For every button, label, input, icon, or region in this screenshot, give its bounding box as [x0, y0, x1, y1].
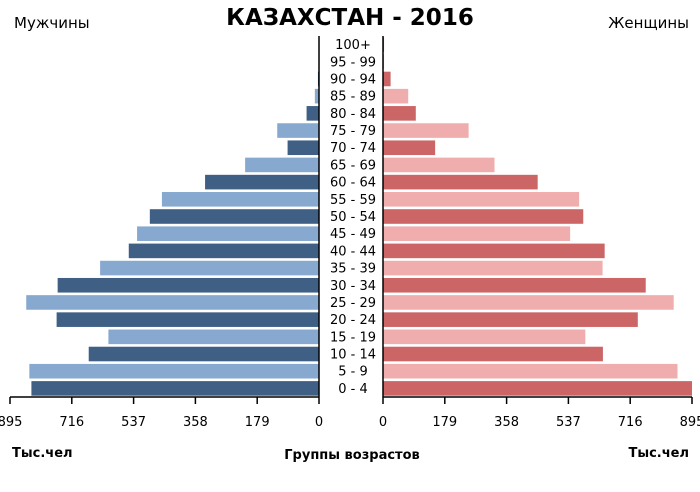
female-bar: [383, 347, 603, 362]
male-bar: [31, 381, 319, 396]
male-tick-label: 895: [0, 415, 22, 430]
age-group-label: 70 - 74: [330, 141, 376, 156]
age-group-label: 60 - 64: [330, 176, 376, 191]
male-unit-label: Тыс.чел: [12, 446, 73, 461]
female-tick-label: 179: [432, 415, 457, 430]
female-side-label: Женщины: [608, 14, 689, 32]
female-bar: [383, 312, 638, 327]
male-bar: [58, 278, 319, 293]
age-group-label: 65 - 69: [330, 158, 376, 173]
male-side-label: Мужчины: [14, 14, 90, 32]
x-axis-label: Группы возрастов: [284, 448, 420, 463]
female-bar: [383, 330, 585, 345]
age-group-label: 5 - 9: [338, 365, 368, 380]
age-labels-group: 100+ 95 - 99 90 - 94 85 - 89 80 - 84 75 - 79 7…: [330, 38, 376, 397]
female-bar: [383, 244, 605, 259]
female-bar: [383, 364, 677, 379]
female-tick-label: 716: [618, 415, 643, 430]
female-bar: [383, 123, 469, 138]
male-bar: [162, 192, 319, 207]
age-group-label: 100+: [335, 38, 371, 53]
male-bar: [307, 106, 319, 121]
age-group-label: 45 - 49: [330, 227, 376, 242]
male-bar: [108, 330, 319, 345]
female-tick-label: 895: [680, 415, 700, 430]
age-group-label: 80 - 84: [330, 107, 376, 122]
female-tick-label: 358: [494, 415, 519, 430]
male-tick-label: 0: [315, 415, 323, 430]
male-tick-label: 179: [245, 415, 270, 430]
chart-title: КАЗАХСТАН - 2016: [226, 5, 474, 31]
male-bar: [245, 158, 319, 173]
age-group-label: 95 - 99: [330, 55, 376, 70]
male-tick-label: 537: [121, 415, 146, 430]
male-bar: [26, 295, 319, 310]
age-group-label: 55 - 59: [330, 193, 376, 208]
age-group-label: 30 - 34: [330, 279, 376, 294]
female-bar: [383, 261, 603, 276]
age-group-label: 50 - 54: [330, 210, 376, 225]
female-bar: [383, 278, 646, 293]
male-bar: [100, 261, 319, 276]
male-tick-label: 716: [59, 415, 84, 430]
age-group-label: 90 - 94: [330, 72, 376, 87]
age-group-label: 0 - 4: [338, 382, 368, 397]
female-bar: [383, 192, 579, 207]
age-group-label: 15 - 19: [330, 330, 376, 345]
female-bar: [383, 106, 416, 121]
female-bar: [383, 381, 692, 396]
male-bar: [129, 244, 319, 259]
female-bar: [383, 175, 538, 190]
male-bar: [288, 140, 319, 155]
female-bar: [383, 140, 435, 155]
male-bar: [150, 209, 319, 224]
male-bar: [205, 175, 319, 190]
male-bar: [29, 364, 319, 379]
female-bar: [383, 72, 391, 87]
male-bar: [89, 347, 319, 362]
male-bar: [57, 312, 319, 327]
age-group-label: 35 - 39: [330, 262, 376, 277]
male-tick-label: 358: [183, 415, 208, 430]
female-tick-label: 0: [379, 415, 387, 430]
age-group-label: 25 - 29: [330, 296, 376, 311]
female-bar: [383, 226, 570, 241]
female-bar: [383, 158, 495, 173]
female-unit-label: Тыс.чел: [628, 446, 689, 461]
male-bar: [137, 226, 319, 241]
female-bar: [383, 295, 674, 310]
female-tick-label: 537: [556, 415, 581, 430]
ticks-group: 895 716 537 358 179 0 0 179 358 537 716 895: [0, 397, 700, 430]
female-bar: [383, 89, 408, 104]
male-bar: [277, 123, 319, 138]
age-group-label: 85 - 89: [330, 90, 376, 105]
age-group-label: 20 - 24: [330, 313, 376, 328]
age-group-label: 75 - 79: [330, 124, 376, 139]
age-group-label: 40 - 44: [330, 244, 376, 259]
age-group-label: 10 - 14: [330, 348, 376, 363]
female-bar: [383, 209, 583, 224]
